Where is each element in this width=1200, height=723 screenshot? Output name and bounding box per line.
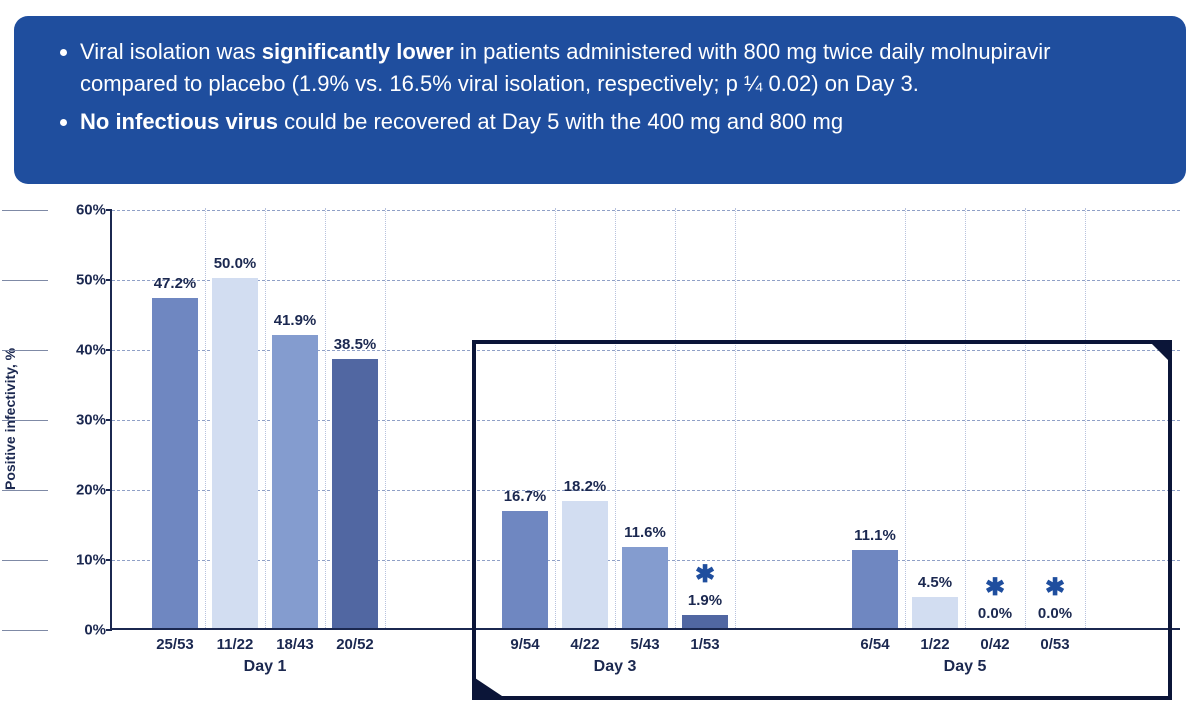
x-count-label: 11/22 [203,636,267,653]
y-tick-label: 20% [64,482,106,499]
y-tick-mark [106,349,112,351]
y-tick-ext [2,350,48,351]
significance-star-icon: ✱ [1032,573,1078,602]
y-tick-label: 30% [64,412,106,429]
bar [912,597,958,629]
bar-separator [1085,208,1086,628]
bar-value-label: 50.0% [200,255,270,272]
y-tick-mark [106,419,112,421]
y-tick-mark [106,629,112,631]
x-group-label: Day 3 [502,658,728,676]
header-callout: Viral isolation was significantly lower … [14,16,1186,184]
y-tick-ext [2,280,48,281]
x-group-label: Day 1 [152,658,378,676]
bar-value-label: 41.9% [260,312,330,329]
y-tick-ext [2,630,48,631]
gridline [112,280,1180,281]
bar-separator [1025,208,1026,628]
bar [332,359,378,629]
bar-value-label: 1.9% [670,592,740,609]
header-bullet: Viral isolation was significantly lower … [80,36,1150,100]
bar [562,501,608,628]
y-tick-label: 60% [64,202,106,219]
y-tick-ext [2,490,48,491]
bar-value-label: 0.0% [1020,605,1090,622]
y-tick-label: 10% [64,552,106,569]
bar-separator [675,208,676,628]
bar-value-label: 18.2% [550,478,620,495]
y-tick-label: 0% [64,622,106,639]
bar [622,547,668,628]
x-group-label: Day 5 [852,658,1078,676]
bar [852,550,898,628]
x-count-label: 20/52 [323,636,387,653]
x-count-label: 25/53 [143,636,207,653]
y-tick-mark [106,559,112,561]
bar-value-label: 4.5% [900,574,970,591]
x-count-label: 5/43 [613,636,677,653]
header-bullets: Viral isolation was significantly lower … [62,36,1150,138]
bar [682,615,728,628]
gridline [112,210,1180,211]
y-tick-ext [2,560,48,561]
significance-star-icon: ✱ [682,560,728,589]
y-tick-mark [106,489,112,491]
header-bullet: No infectious virus could be recovered a… [80,106,1150,138]
y-tick-label: 40% [64,342,106,359]
bar-value-label: 11.6% [610,524,680,541]
x-count-label: 1/53 [673,636,737,653]
bar-separator [905,208,906,628]
bar [152,298,198,628]
x-count-label: 18/43 [263,636,327,653]
bar-separator [325,208,326,628]
chart-area: Positive infectivity, % 0%10%20%30%40%50… [0,200,1200,723]
y-tick-mark [106,279,112,281]
plot: 0%10%20%30%40%50%60%47.2%25/5350.0%11/22… [110,210,1180,630]
y-axis-label: Positive infectivity, % [2,348,18,490]
x-count-label: 9/54 [493,636,557,653]
bar [502,511,548,628]
bar-separator [265,208,266,628]
bar-separator [615,208,616,628]
bar [212,278,258,628]
bar-value-label: 47.2% [140,275,210,292]
x-count-label: 0/42 [963,636,1027,653]
x-count-label: 4/22 [553,636,617,653]
y-tick-ext [2,210,48,211]
x-count-label: 6/54 [843,636,907,653]
significance-star-icon: ✱ [972,573,1018,602]
bar-value-label: 38.5% [320,336,390,353]
bar-separator [555,208,556,628]
y-tick-mark [106,209,112,211]
bar-value-label: 11.1% [840,527,910,544]
bar-separator [735,208,736,628]
x-count-label: 0/53 [1023,636,1087,653]
bar-separator [385,208,386,628]
bar [272,335,318,628]
y-tick-label: 50% [64,272,106,289]
bar-separator [965,208,966,628]
highlight-corner [472,676,508,700]
y-tick-ext [2,420,48,421]
x-count-label: 1/22 [903,636,967,653]
